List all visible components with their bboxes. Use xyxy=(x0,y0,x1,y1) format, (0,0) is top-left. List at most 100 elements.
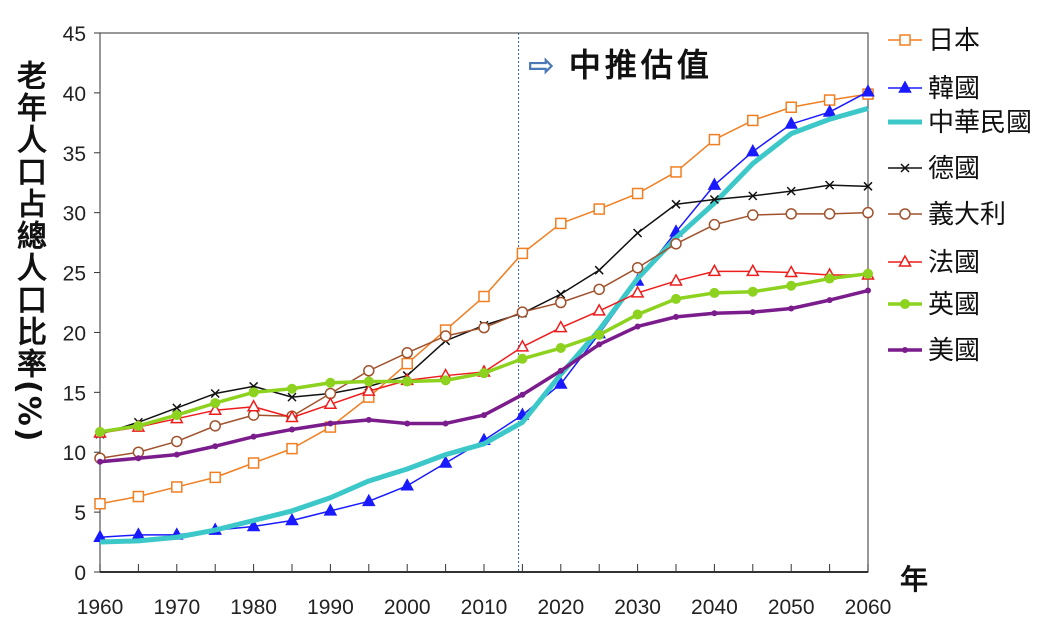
data-point xyxy=(747,114,759,127)
series-lines xyxy=(93,84,875,545)
projection-label: 中推估值 xyxy=(568,46,713,84)
legend-label: 義大利 xyxy=(928,200,1006,230)
data-point xyxy=(440,375,451,386)
data-point xyxy=(327,420,334,427)
data-point xyxy=(555,296,567,309)
data-point xyxy=(786,186,796,196)
data-point xyxy=(863,181,873,191)
y-tick-label: 25 xyxy=(63,263,86,286)
series-line xyxy=(99,106,869,545)
data-point xyxy=(749,309,756,316)
axes: 0 5 10 15 20 25 30 35 40 45 1960 1970 1980 1990 2000 20… xyxy=(63,23,892,619)
data-point xyxy=(285,512,299,526)
x-tick-label: 2060 xyxy=(845,596,892,619)
data-point xyxy=(631,187,644,200)
data-point xyxy=(363,376,374,387)
data-point xyxy=(519,391,526,398)
data-point xyxy=(323,396,338,410)
data-point xyxy=(401,347,413,359)
data-point xyxy=(823,208,836,220)
x-tick-label: 2000 xyxy=(384,596,431,619)
data-point xyxy=(362,493,376,507)
data-point xyxy=(709,194,719,205)
data-point xyxy=(173,451,180,458)
data-point xyxy=(285,409,299,423)
series-0 xyxy=(94,88,874,510)
data-point xyxy=(554,320,568,333)
data-point xyxy=(516,247,529,260)
data-point xyxy=(670,238,682,250)
data-point xyxy=(671,293,681,304)
data-point xyxy=(478,321,490,334)
plot-frame xyxy=(99,32,869,573)
data-point xyxy=(747,209,759,221)
data-point xyxy=(133,420,144,431)
data-point xyxy=(248,387,259,398)
x-tick-label: 2020 xyxy=(537,596,584,619)
data-point xyxy=(709,287,720,298)
data-point xyxy=(634,323,641,330)
data-point xyxy=(554,376,568,389)
data-point xyxy=(594,329,605,340)
series-7 xyxy=(97,287,871,465)
data-point xyxy=(250,433,257,440)
data-point xyxy=(671,199,681,209)
data-point xyxy=(400,478,414,491)
legend-label: 法國 xyxy=(928,248,980,278)
data-point xyxy=(784,116,798,129)
data-point xyxy=(747,286,758,297)
data-point xyxy=(287,383,297,394)
data-point xyxy=(865,287,871,294)
data-point xyxy=(212,443,219,450)
data-point xyxy=(401,357,413,370)
data-point xyxy=(900,299,910,309)
data-point xyxy=(824,273,835,284)
data-point xyxy=(97,458,103,465)
x-tick-label: 1970 xyxy=(153,596,200,619)
data-point xyxy=(748,191,758,201)
data-point xyxy=(246,518,261,532)
legend-item: 韓國 xyxy=(888,74,980,104)
x-tick-label: 2050 xyxy=(768,596,815,619)
data-point xyxy=(708,133,721,146)
data-point xyxy=(711,310,718,317)
data-point xyxy=(822,104,837,117)
y-tick-label: 0 xyxy=(74,562,86,585)
y-axis-title: 老年人口占總人口比率(%) xyxy=(11,60,46,444)
data-point xyxy=(592,303,606,316)
data-point xyxy=(515,339,530,352)
data-point xyxy=(246,399,261,412)
legend-item: 法國 xyxy=(888,248,980,278)
data-point xyxy=(594,265,604,275)
data-point xyxy=(632,309,643,320)
series-2 xyxy=(99,106,869,545)
data-point xyxy=(94,497,106,510)
x-tick-label: 1990 xyxy=(307,596,354,619)
data-point xyxy=(557,367,564,374)
data-point xyxy=(593,203,605,215)
data-point xyxy=(707,177,722,190)
y-tick-label: 40 xyxy=(63,83,86,106)
data-point xyxy=(516,306,529,318)
data-point xyxy=(826,297,833,304)
data-point xyxy=(208,402,222,416)
data-point xyxy=(404,420,411,427)
data-point xyxy=(209,420,221,432)
data-point xyxy=(786,280,797,291)
y-tick-label: 5 xyxy=(74,502,86,525)
data-point xyxy=(171,481,183,493)
data-point xyxy=(365,416,372,423)
data-point xyxy=(287,392,297,402)
data-point xyxy=(363,365,375,377)
data-point xyxy=(898,254,912,267)
data-point xyxy=(596,341,603,348)
series-6 xyxy=(95,268,873,437)
series-4 xyxy=(94,206,874,464)
legend-label: 日本 xyxy=(928,26,980,56)
data-point xyxy=(861,84,875,97)
data-point xyxy=(633,228,643,238)
y-tick-label: 10 xyxy=(63,442,86,465)
legend-label: 英國 xyxy=(928,290,980,320)
data-point xyxy=(323,503,338,516)
data-point xyxy=(669,273,683,286)
